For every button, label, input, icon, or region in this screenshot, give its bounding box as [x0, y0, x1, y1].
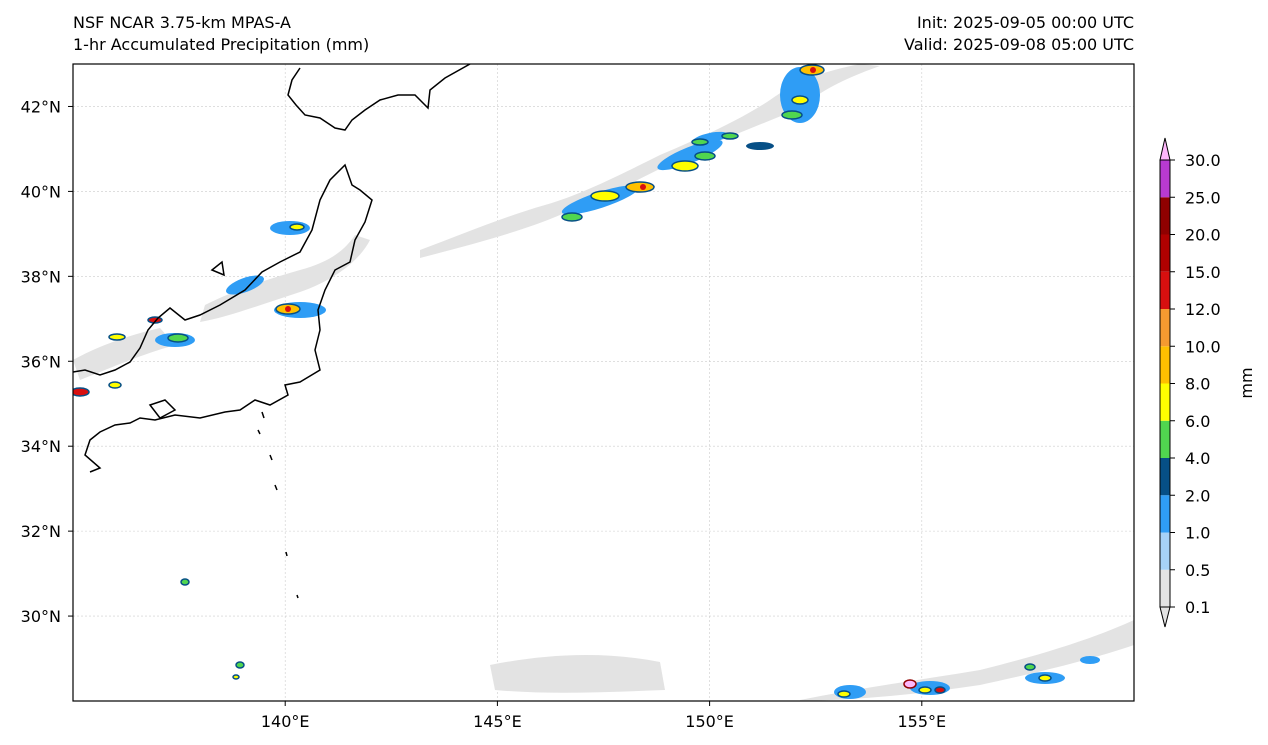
colorbar-bin [1160, 420, 1170, 458]
colorbar-tick-label: 4.0 [1185, 449, 1210, 468]
light-rain-south [800, 620, 1134, 701]
lat-tick-label: 34°N [21, 437, 61, 456]
colorbar-tick-label: 30.0 [1185, 151, 1221, 170]
colorbar-bin [1160, 309, 1170, 347]
colorbar-tick-label: 0.1 [1185, 598, 1210, 617]
coastline-shikoku [148, 399, 177, 419]
coastline-izu-islands [257, 411, 299, 599]
lon-tick-label: 145°E [473, 712, 522, 731]
light-rain-south-west [490, 654, 665, 693]
colorbar-bin [1160, 532, 1170, 570]
colorbar-bin [1160, 346, 1170, 384]
colorbar-tick-label: 25.0 [1185, 188, 1221, 207]
lon-ticks: 140°E 145°E 150°E 155°E [261, 701, 946, 731]
colorbar: 0.1 0.5 1.0 2.0 4.0 6.0 8.0 10.0 12.0 15.0 20.0 25.… [1159, 137, 1256, 628]
colorbar-tick-label: 6.0 [1185, 412, 1210, 431]
colorbar-bin [1160, 569, 1170, 607]
colorbar-tick-label: 15.0 [1185, 263, 1221, 282]
map-panel [73, 64, 1134, 701]
colorbar-tick-label: 20.0 [1185, 226, 1221, 245]
lon-tick-label: 140°E [261, 712, 310, 731]
coastline-sado [210, 260, 225, 277]
colorbar-tick-label: 12.0 [1185, 300, 1221, 319]
header-left: NSF NCAR 3.75-km MPAS-A 1-hr Accumulated… [73, 12, 369, 56]
colorbar-bin [1160, 458, 1170, 496]
map-frame [72, 63, 1135, 702]
header-right: Init: 2025-09-05 00:00 UTC Valid: 2025-0… [904, 12, 1134, 56]
lat-tick-label: 42°N [21, 97, 61, 116]
model-title: NSF NCAR 3.75-km MPAS-A [73, 13, 291, 32]
colorbar-bin [1160, 271, 1170, 309]
init-time: Init: 2025-09-05 00:00 UTC [916, 13, 1134, 32]
heavy-cores [73, 64, 1052, 698]
colorbar-bin [1160, 160, 1170, 198]
colorbar-extend-min [1159, 606, 1171, 628]
light-rain-band [420, 64, 880, 258]
light-rain-westcoast [73, 328, 175, 380]
colorbar-bin [1160, 495, 1170, 533]
lat-ticks: 42°N 40°N 38°N 36°N 34°N 32°N 30°N [21, 97, 73, 626]
gridlines [73, 64, 1134, 701]
coastline-honshu [73, 163, 373, 473]
colorbar-unit-label: mm [1237, 367, 1256, 398]
lon-tick-label: 155°E [897, 712, 946, 731]
colorbar-tick-label: 0.5 [1185, 561, 1210, 580]
colorbar-tick-label: 8.0 [1185, 375, 1210, 394]
lat-tick-label: 30°N [21, 607, 61, 626]
map-background [73, 64, 1134, 701]
lat-tick-label: 40°N [21, 182, 61, 201]
lat-tick-label: 32°N [21, 522, 61, 541]
colorbar-tick-label: 10.0 [1185, 337, 1221, 356]
valid-time: Valid: 2025-09-08 05:00 UTC [903, 35, 1134, 54]
coastlines [73, 64, 471, 599]
lon-tick-label: 150°E [685, 712, 734, 731]
precipitation-field [73, 64, 1134, 701]
colorbar-bin [1160, 197, 1170, 235]
colorbar-tick-label: 1.0 [1185, 524, 1210, 543]
colorbar-bin [1160, 234, 1170, 272]
lat-tick-label: 36°N [21, 352, 61, 371]
coastline-hokkaido [287, 64, 471, 131]
colorbar-extend-max [1159, 137, 1171, 161]
colorbar-tick-label: 2.0 [1185, 486, 1210, 505]
lat-tick-label: 38°N [21, 267, 61, 286]
colorbar-bin [1160, 383, 1170, 421]
light-rain-japan [200, 235, 370, 322]
field-title: 1-hr Accumulated Precipitation (mm) [73, 35, 370, 54]
